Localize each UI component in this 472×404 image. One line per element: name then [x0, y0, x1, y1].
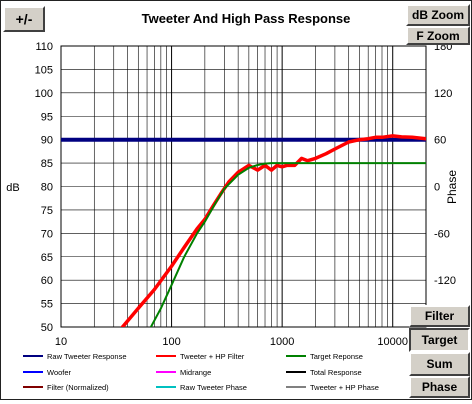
- x-tick-label: 10000: [377, 336, 408, 348]
- legend-label: Total Response: [310, 368, 362, 377]
- target-button[interactable]: Target: [409, 328, 470, 352]
- y-tick-label: 75: [41, 205, 53, 217]
- y-axis-label: dB: [6, 182, 19, 194]
- y-tick-label: 105: [35, 64, 53, 76]
- y2-tick-label: 0: [434, 182, 440, 194]
- legend-label: Target Reponse: [310, 352, 363, 361]
- y2-tick-label: -60: [434, 228, 450, 240]
- legend-label: Raw Tweeter Response: [47, 352, 127, 361]
- series-lines: [61, 134, 426, 327]
- y-tick-label: 100: [35, 88, 53, 100]
- legend-label: Woofer: [47, 368, 72, 377]
- series-line: [149, 162, 426, 327]
- x-tick-label: 10: [55, 336, 67, 348]
- y-tick-label: 85: [41, 158, 53, 170]
- y-tick-label: 50: [41, 322, 53, 334]
- sum-button[interactable]: Sum: [409, 352, 470, 376]
- db-zoom-button[interactable]: dB Zoom: [406, 4, 470, 26]
- y-tick-label: 90: [41, 135, 53, 147]
- y-tick-label: 70: [41, 228, 53, 240]
- y2-axis-label: Phase: [445, 170, 459, 204]
- plus-minus-button[interactable]: +/-: [3, 6, 45, 32]
- series-line: [120, 134, 426, 327]
- legend-label: Tweeter + HP Filter: [180, 352, 245, 361]
- y-tick-label: 80: [41, 182, 53, 194]
- legend-label: Tweeter + HP Phase: [310, 383, 379, 392]
- legend-label: Filter (Normalized): [47, 383, 109, 392]
- y-tick-label: 60: [41, 275, 53, 287]
- f-zoom-button[interactable]: F Zoom: [406, 26, 470, 45]
- y-axis-tick-labels: 50 55 60 65 70 75 80 85 90 95 100 105 110: [35, 41, 53, 334]
- x-axis-tick-labels: 10 100 1000 10000: [55, 336, 408, 348]
- legend: Raw Tweeter Response Tweeter + HP Filter T…: [23, 352, 379, 392]
- y2-tick-label: -120: [434, 275, 456, 287]
- y-tick-label: 55: [41, 299, 53, 311]
- phase-button[interactable]: Phase: [409, 376, 470, 398]
- y-tick-label: 65: [41, 252, 53, 264]
- x-tick-label: 100: [162, 336, 180, 348]
- y2-tick-label: 60: [434, 135, 446, 147]
- chart-title: Tweeter And High Pass Response: [142, 11, 351, 26]
- legend-label: Raw Tweeter Phase: [180, 383, 247, 392]
- x-tick-label: 1000: [270, 336, 294, 348]
- y-tick-label: 95: [41, 111, 53, 123]
- filter-button[interactable]: Filter: [409, 305, 470, 327]
- y2-tick-label: 120: [434, 88, 452, 100]
- y-tick-label: 110: [35, 41, 53, 53]
- legend-label: Midrange: [180, 368, 211, 377]
